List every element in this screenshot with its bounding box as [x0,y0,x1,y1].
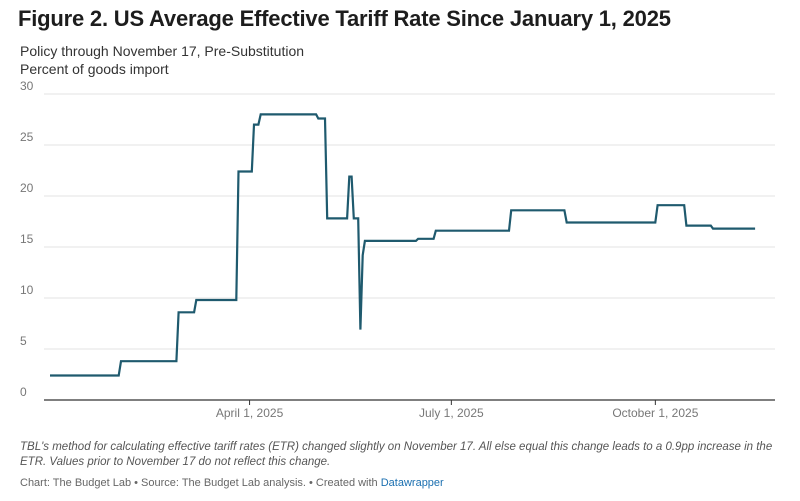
y-tick-label: 0 [20,385,27,399]
x-tick-label: April 1, 2025 [216,406,284,420]
chart-subtitle: Policy through November 17, Pre-Substitu… [20,42,304,78]
chart-title: Figure 2. US Average Effective Tariff Ra… [18,6,671,31]
y-tick-label: 30 [20,80,34,93]
gridlines [44,93,775,401]
line-chart: 0 5 10 15 20 25 30 April 1, 2025 July 1, 2025 Oc… [20,80,775,420]
footer-credit: Chart: The Budget Lab • Source: The Budg… [20,477,381,489]
y-tick-label: 15 [20,232,34,246]
y-tick-label: 20 [20,181,34,195]
x-tick-label: July 1, 2025 [419,406,484,420]
y-tick-label: 25 [20,130,34,144]
series-line-effective-tariff-rate [50,113,756,377]
chart-footer: Chart: The Budget Lab • Source: The Budg… [20,477,444,489]
y-tick-label: 10 [20,283,34,297]
y-axis-ticks: 0 5 10 15 20 25 30 [20,80,34,399]
y-tick-label: 5 [20,334,27,348]
subtitle-line-2: Percent of goods import [20,61,169,77]
x-axis-ticks: April 1, 2025 July 1, 2025 October 1, 2025 [216,400,699,420]
methodology-note: TBL's method for calculating effective t… [20,441,773,468]
subtitle-line-1: Policy through November 17, Pre-Substitu… [20,43,305,59]
x-tick-label: October 1, 2025 [612,406,698,420]
datawrapper-link[interactable]: Datawrapper [380,477,444,489]
